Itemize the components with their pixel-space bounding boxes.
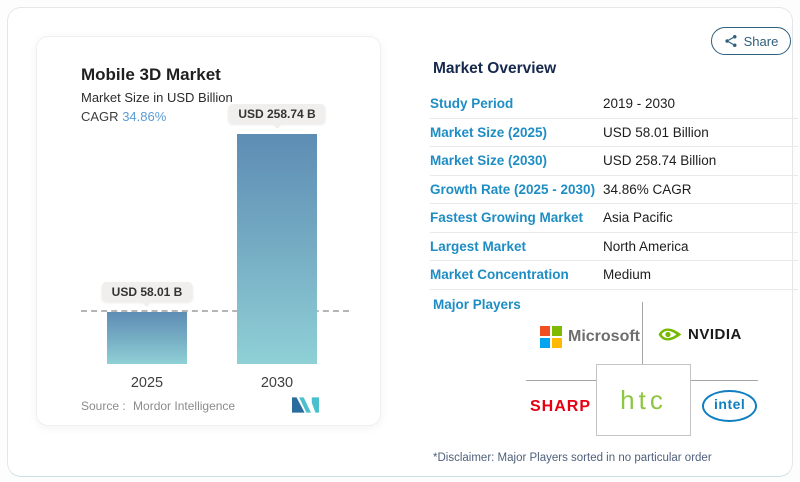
row-label-largest-market: Largest Market [430, 238, 527, 254]
row-value-growth-rate: 34.86% CAGR [603, 181, 692, 197]
bar-value-label-2030: USD 258.74 B [228, 104, 326, 124]
intel-oval-icon: intel [702, 390, 758, 422]
row-value-market-concentration: Medium [603, 267, 652, 283]
share-icon [725, 35, 737, 47]
sharp-wordmark: SHARP [530, 398, 592, 415]
mordor-intelligence-logo [292, 397, 319, 413]
row-value-market-size-2025: USD 58.01 Billion [603, 124, 709, 140]
row-label-fastest-growing-market: Fastest Growing Market [430, 210, 584, 226]
nvidia-wordmark: NVIDIA [688, 326, 742, 343]
microsoft-wordmark: Microsoft [568, 328, 640, 345]
row-label-study-period: Study Period [430, 96, 514, 112]
player-logo-sharp: SHARP [530, 398, 591, 416]
players-vertical-divider [642, 302, 643, 365]
bar-value-label-2025: USD 58.01 B [101, 282, 193, 303]
table-row: Market Size (2030) USD 258.74 Billion [430, 147, 798, 176]
row-label-market-size-2030: Market Size (2030) [430, 153, 548, 169]
cagr-label: CAGR [81, 109, 119, 124]
microsoft-logo-icon [540, 326, 562, 348]
share-button-label: Share [743, 33, 779, 49]
table-row: Largest Market North America [430, 233, 798, 261]
row-label-growth-rate: Growth Rate (2025 - 2030) [430, 181, 596, 197]
player-logo-nvidia: NVIDIA [658, 326, 742, 343]
reference-dashed-line [81, 310, 349, 313]
source-attribution: Source : Mordor Intelligence [81, 399, 235, 413]
x-axis-label-2030: 2030 [260, 375, 294, 391]
table-row: Growth Rate (2025 - 2030) 34.86% CAGR [430, 176, 798, 204]
bar-2025 [107, 312, 187, 364]
row-value-largest-market: North America [603, 238, 689, 254]
htc-wordmark: htc [620, 384, 667, 415]
row-value-study-period: 2019 - 2030 [603, 96, 676, 112]
share-button[interactable]: Share [711, 27, 791, 55]
cagr-value: 34.86% [122, 109, 167, 124]
major-players-label: Major Players [433, 297, 521, 312]
table-row: Fastest Growing Market Asia Pacific [430, 204, 798, 233]
chart-title: Mobile 3D Market [81, 65, 221, 84]
bar-2030 [237, 134, 317, 364]
nvidia-eye-icon [658, 328, 682, 341]
report-card: Mobile 3D Market Market Size in USD Bill… [7, 7, 798, 477]
table-row: Study Period 2019 - 2030 [430, 90, 798, 119]
player-logo-intel: intel [702, 390, 758, 422]
disclaimer-text: *Disclaimer: Major Players sorted in no … [433, 452, 712, 464]
table-row: Market Size (2025) USD 58.01 Billion [430, 119, 798, 147]
table-row: Market Concentration Medium [430, 261, 798, 290]
player-logo-microsoft: Microsoft [540, 326, 640, 348]
x-axis-label-2025: 2025 [130, 375, 164, 391]
player-logo-htc: htc [596, 364, 691, 436]
intel-wordmark: intel [714, 396, 746, 412]
chart-panel: Mobile 3D Market Market Size in USD Bill… [36, 36, 381, 426]
overview-heading: Market Overview [433, 60, 557, 77]
row-value-market-size-2030: USD 258.74 Billion [603, 153, 717, 169]
chart-cagr: CAGR 34.86% [81, 109, 166, 124]
chart-subtitle: Market Size in USD Billion [81, 90, 233, 105]
overview-table: Study Period 2019 - 2030 Market Size (20… [430, 90, 798, 290]
row-label-market-size-2025: Market Size (2025) [430, 124, 548, 140]
source-value: Mordor Intelligence [133, 399, 236, 413]
row-value-fastest-growing-market: Asia Pacific [603, 210, 673, 226]
source-label: Source : [81, 399, 126, 413]
row-label-market-concentration: Market Concentration [430, 267, 569, 283]
